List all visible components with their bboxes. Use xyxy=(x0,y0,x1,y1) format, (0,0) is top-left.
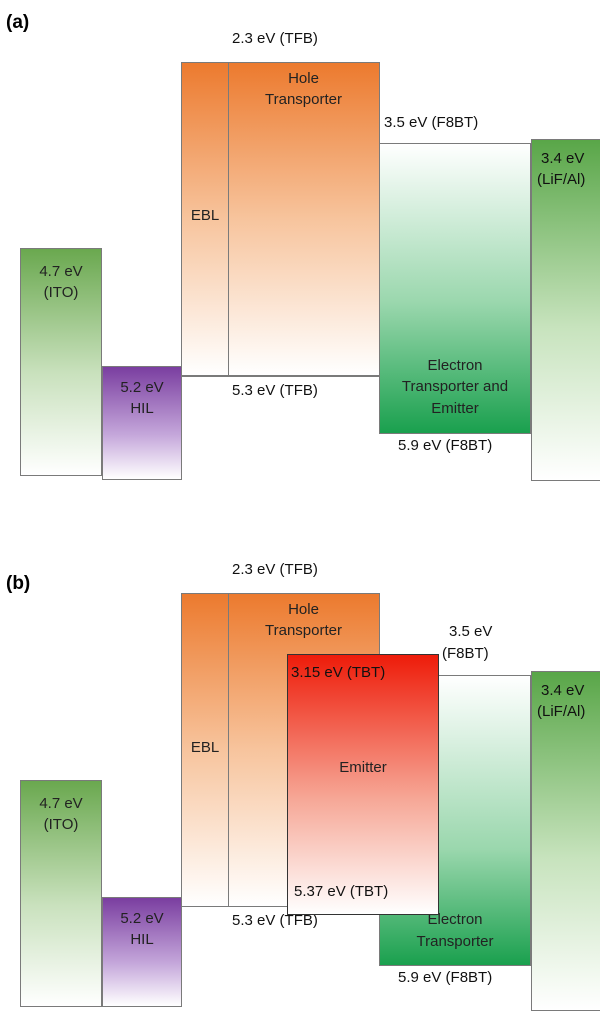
f8bt-homo-label: 5.9 eV (F8BT) xyxy=(398,437,493,454)
hil-level: 5.2 eV HIL xyxy=(102,366,182,480)
hil-name: HIL xyxy=(130,400,154,417)
tfb-block: EBL Hole Transporter xyxy=(181,62,380,376)
cathode-energy: 3.4 eV xyxy=(541,150,585,167)
panel-b-label: (b) xyxy=(6,573,31,594)
cathode-name: (LiF/Al) xyxy=(537,703,586,720)
tbt-emitter: 3.15 eV (TBT) Emitter 5.37 eV (TBT) xyxy=(287,654,439,915)
emitter-label: Emitter xyxy=(339,759,387,776)
hil-energy: 5.2 eV xyxy=(120,379,164,396)
panel-a: (a) 2.3 eV (TFB) 4.7 eV (ITO) 5.2 eV HIL… xyxy=(0,0,600,500)
ito-name: (ITO) xyxy=(43,284,79,301)
tfb-lumo-label: 2.3 eV (TFB) xyxy=(232,30,318,47)
hil-energy: 5.2 eV xyxy=(120,910,164,927)
f8bt-lumo-name: (F8BT) xyxy=(442,645,489,662)
f8bt-lumo-label: 3.5 eV (F8BT) xyxy=(384,114,479,131)
hil-name: HIL xyxy=(130,931,154,948)
tfb-homo-line xyxy=(181,376,380,377)
hole-transporter-line1: Hole xyxy=(288,70,319,87)
cathode-name: (LiF/Al) xyxy=(537,171,586,188)
ebl-divider xyxy=(228,594,229,906)
hole-transporter-line1: Hole xyxy=(288,601,319,618)
ebl-label: EBL xyxy=(190,207,220,224)
tfb-homo-label: 5.3 eV (TFB) xyxy=(232,912,318,929)
electron-emitter-line1: Electron xyxy=(427,357,483,374)
hole-transporter-line2: Transporter xyxy=(265,91,342,108)
ito-anode-level: 4.7 eV (ITO) xyxy=(20,248,102,476)
cathode-level: 3.4 eV (LiF/Al) xyxy=(531,139,600,481)
tfb-lumo-label: 2.3 eV (TFB) xyxy=(232,561,318,578)
electron-transporter-line1: Electron xyxy=(427,911,483,928)
electron-emitter-line2: Transporter and xyxy=(401,378,509,395)
f8bt-homo-label: 5.9 eV (F8BT) xyxy=(398,969,493,986)
f8bt-electron-transporter-emitter: Electron Transporter and Emitter xyxy=(379,143,531,434)
ito-energy: 4.7 eV xyxy=(39,795,83,812)
ito-energy: 4.7 eV xyxy=(39,263,83,280)
ito-name: (ITO) xyxy=(43,816,79,833)
ebl-label: EBL xyxy=(190,739,220,756)
panel-a-label: (a) xyxy=(6,12,30,33)
ebl-divider xyxy=(228,63,229,375)
hole-transporter-line2: Transporter xyxy=(265,622,342,639)
cathode-energy: 3.4 eV xyxy=(541,682,585,699)
electron-emitter-line3: Emitter xyxy=(431,400,479,417)
tbt-lumo-label: 3.15 eV (TBT) xyxy=(291,664,386,681)
electron-transporter-line2: Transporter xyxy=(416,933,494,950)
tfb-homo-label: 5.3 eV (TFB) xyxy=(232,382,318,399)
tbt-homo-label: 5.37 eV (TBT) xyxy=(294,883,389,900)
f8bt-lumo-energy: 3.5 eV xyxy=(449,623,493,640)
ito-anode-level: 4.7 eV (ITO) xyxy=(20,780,102,1007)
hil-level: 5.2 eV HIL xyxy=(102,897,182,1007)
cathode-level: 3.4 eV (LiF/Al) xyxy=(531,671,600,1011)
panel-b: (b) 2.3 eV (TFB) 4.7 eV (ITO) 5.2 eV HIL… xyxy=(0,530,600,1011)
